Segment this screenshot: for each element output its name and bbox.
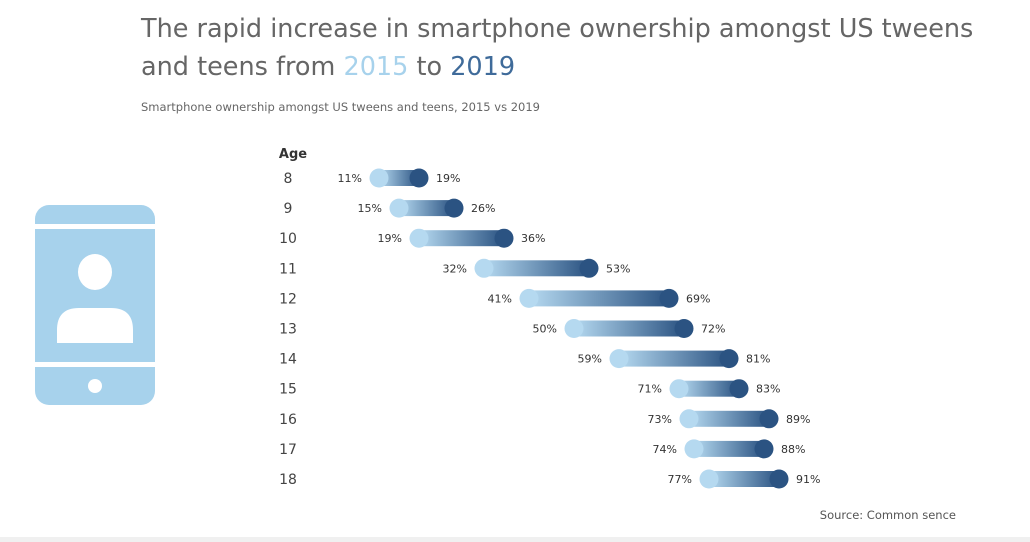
source-note: Source: Common sence: [819, 508, 956, 522]
range-bar-8: [379, 170, 419, 186]
value-label-2019-17: 88%: [781, 443, 805, 456]
dot-2019-16: [759, 409, 779, 429]
dot-2015-9: [389, 198, 409, 218]
phone-top-divider: [35, 224, 155, 229]
dot-2019-13: [674, 319, 694, 338]
dot-2019-15: [729, 379, 749, 399]
age-label-14: 14: [279, 352, 297, 368]
value-label-2019-15: 83%: [756, 383, 780, 396]
value-label-2015-8: 11%: [338, 172, 362, 185]
value-label-2019-18: 91%: [796, 473, 820, 486]
age-label-16: 16: [279, 412, 297, 428]
range-bar-16: [689, 410, 769, 427]
value-label-2015-18: 77%: [668, 473, 692, 486]
value-label-2015-14: 59%: [578, 353, 602, 366]
age-label-13: 13: [279, 322, 297, 338]
title-middle: to: [408, 52, 451, 82]
value-label-2019-16: 89%: [786, 413, 810, 426]
dot-2019-14: [719, 349, 739, 369]
dot-2019-9: [444, 198, 464, 218]
dot-2015-8: [369, 168, 389, 188]
value-label-2015-13: 50%: [533, 323, 557, 336]
age-column-header: Age: [279, 147, 307, 162]
value-label-2015-9: 15%: [358, 202, 382, 215]
range-bar-17: [694, 440, 764, 457]
dot-2015-14: [609, 349, 629, 369]
phone-home-button: [88, 379, 102, 393]
range-bar-10: [419, 230, 504, 247]
value-label-2019-13: 72%: [701, 323, 725, 336]
value-label-2019-8: 19%: [436, 172, 460, 185]
value-label-2015-17: 74%: [653, 443, 677, 456]
value-label-2015-16: 73%: [648, 413, 672, 426]
age-label-10: 10: [279, 231, 297, 247]
range-bar-12: [529, 290, 669, 307]
user-body: [57, 308, 133, 343]
value-label-2019-9: 26%: [471, 202, 495, 215]
dot-2015-10: [409, 228, 429, 248]
value-label-2019-10: 36%: [521, 232, 545, 245]
value-label-2015-10: 19%: [378, 232, 402, 245]
age-label-18: 18: [279, 472, 297, 488]
dot-2015-11: [474, 258, 494, 278]
dot-2015-18: [699, 469, 719, 489]
dot-2015-12: [519, 288, 539, 308]
age-label-12: 12: [279, 291, 297, 307]
dot-2019-8: [409, 168, 429, 188]
age-label-8: 8: [284, 171, 293, 187]
value-label-2015-11: 32%: [443, 262, 467, 275]
range-bar-15: [679, 380, 739, 397]
age-label-11: 11: [279, 261, 297, 277]
value-label-2015-15: 71%: [638, 383, 662, 396]
bottom-bar: [0, 537, 1030, 542]
dot-2019-11: [579, 258, 599, 278]
dot-2019-10: [494, 228, 514, 248]
chart-subtitle: Smartphone ownership amongst US tweens a…: [141, 100, 540, 114]
dot-2019-12: [659, 288, 679, 308]
dot-2015-13: [564, 319, 584, 338]
phone-body: [35, 205, 155, 405]
title-year-2015: 2015: [343, 52, 409, 82]
age-label-15: 15: [279, 382, 297, 398]
smartphone-user-icon: [35, 205, 155, 405]
value-label-2019-11: 53%: [606, 262, 630, 275]
dot-2019-17: [754, 439, 774, 459]
range-bar-9: [399, 200, 454, 217]
value-label-2019-12: 69%: [686, 292, 710, 305]
age-label-17: 17: [279, 442, 297, 458]
age-label-9: 9: [284, 201, 293, 217]
chart-title: The rapid increase in smartphone ownersh…: [141, 10, 1001, 86]
range-bar-11: [484, 260, 589, 277]
dot-2015-15: [669, 379, 689, 399]
value-label-2019-14: 81%: [746, 353, 770, 366]
phone-bottom-divider: [35, 362, 155, 367]
dot-2019-18: [769, 469, 789, 489]
title-year-2019: 2019: [450, 52, 516, 82]
dot-2015-17: [684, 439, 704, 459]
range-bar-18: [709, 471, 779, 487]
user-head: [78, 254, 112, 290]
dot-2015-16: [679, 409, 699, 429]
title-prefix: The rapid increase in smartphone ownersh…: [141, 14, 974, 82]
range-bar-14: [619, 350, 729, 367]
value-label-2015-12: 41%: [488, 292, 512, 305]
range-bar-13: [574, 320, 684, 337]
